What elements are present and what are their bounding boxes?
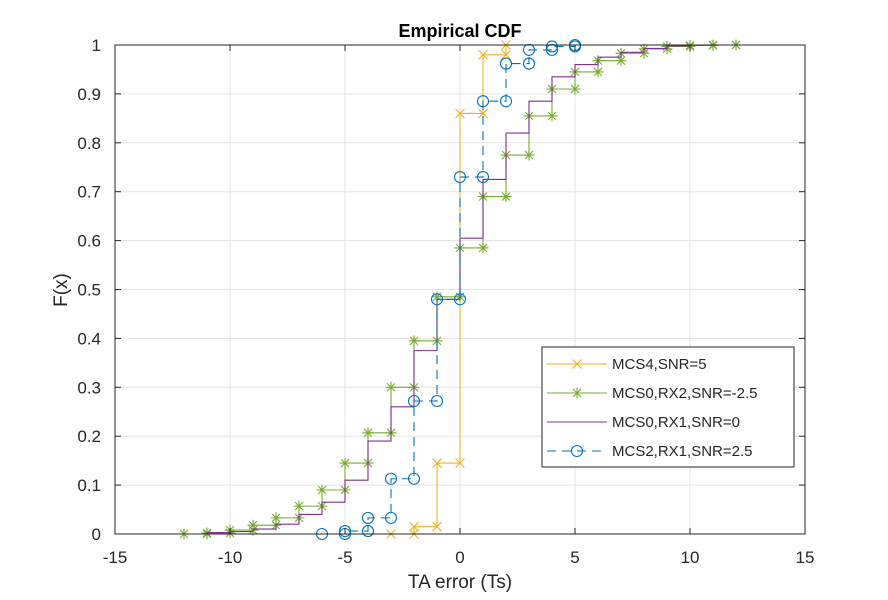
- chart-title: Empirical CDF: [398, 21, 521, 41]
- series-marker: [592, 66, 604, 78]
- legend-label: MCS2,RX1,SNR=2.5: [612, 443, 752, 460]
- legend-label: MCS4,SNR=5: [612, 356, 707, 373]
- series-marker: [455, 458, 465, 468]
- y-tick-label: 0.5: [77, 281, 101, 300]
- y-tick-label: 0.9: [77, 85, 101, 104]
- series-marker: [362, 427, 374, 439]
- y-tick-label: 0.1: [77, 476, 101, 495]
- series-marker: [384, 472, 398, 485]
- series-marker: [545, 43, 559, 56]
- series-marker: [453, 170, 467, 184]
- x-tick-label: 5: [570, 548, 579, 567]
- series-marker: [431, 291, 443, 303]
- series-marker: [293, 500, 305, 512]
- series-marker: [361, 511, 375, 524]
- series-3: [315, 38, 582, 541]
- series-marker: [247, 519, 259, 531]
- series-marker: [453, 293, 467, 306]
- series-marker: [499, 57, 513, 70]
- series-marker: [339, 457, 351, 469]
- series-marker: [407, 394, 421, 408]
- series-marker: [501, 49, 511, 60]
- legend-label: MCS0,RX1,SNR=0: [612, 414, 740, 431]
- series-marker: [430, 293, 444, 306]
- series-marker: [385, 381, 397, 393]
- x-tick-label: 15: [796, 548, 815, 567]
- series-marker: [523, 149, 535, 161]
- legend-sample-marker: [572, 359, 582, 369]
- x-tick-label: -10: [218, 548, 243, 567]
- series-marker: [476, 95, 490, 108]
- x-tick-label: -5: [337, 548, 352, 567]
- legend-box: [541, 346, 795, 468]
- series-marker: [430, 394, 444, 408]
- x-axis-label: TA error (Ts): [408, 572, 512, 593]
- series-marker: [316, 484, 328, 496]
- series-marker: [477, 242, 489, 254]
- y-tick-label: 0.7: [77, 183, 101, 202]
- y-tick-label: 0: [92, 525, 101, 544]
- legend-sample-marker: [571, 387, 583, 399]
- x-tick-label: 0: [455, 548, 464, 567]
- series-marker: [432, 458, 442, 468]
- series-marker: [455, 108, 465, 119]
- series-marker: [545, 40, 559, 53]
- series-marker: [361, 525, 375, 538]
- series-marker: [408, 335, 420, 347]
- legend-sample-marker: [570, 444, 584, 458]
- legend-label: MCS0,RX2,SNR=-2.5: [612, 385, 757, 402]
- series-line: [322, 45, 576, 535]
- y-tick-label: 1: [92, 36, 101, 55]
- series-marker: [407, 472, 421, 485]
- series-marker: [615, 55, 627, 67]
- series-0: [386, 40, 511, 539]
- series-marker: [499, 95, 513, 108]
- series-marker: [522, 43, 536, 56]
- y-tick-label: 0.6: [77, 232, 101, 251]
- y-tick-label: 0.3: [77, 378, 101, 397]
- series-marker: [476, 170, 490, 184]
- series-marker: [500, 191, 512, 203]
- tick-labels: -15 -10 -5 0 5 10 15 0 0.1 0.2 0.3 0.4 0.5 0.6 0.7 0.8 0…: [77, 36, 814, 567]
- series-layer: [178, 38, 742, 541]
- series-marker: [432, 521, 442, 532]
- x-tick-label: -15: [103, 548, 128, 567]
- y-tick-label: 0.8: [77, 134, 101, 153]
- series-marker: [569, 83, 581, 95]
- series-marker: [384, 511, 398, 524]
- series-marker: [546, 110, 558, 122]
- series-marker: [522, 57, 536, 70]
- series-marker: [338, 525, 352, 538]
- y-tick-label: 0.2: [77, 427, 101, 446]
- series-marker: [270, 512, 282, 524]
- y-axis-label: F(x): [51, 273, 72, 307]
- legend: MCS4,SNR=5 MCS0,RX2,SNR=-2.5 MCS0,RX1,SNR=…: [541, 346, 795, 468]
- ticks: [114, 44, 806, 535]
- series-marker: [478, 108, 488, 119]
- series-marker: [478, 49, 488, 60]
- x-tick-label: 10: [681, 548, 700, 567]
- series-marker: [409, 521, 419, 532]
- y-tick-label: 0.4: [77, 329, 101, 348]
